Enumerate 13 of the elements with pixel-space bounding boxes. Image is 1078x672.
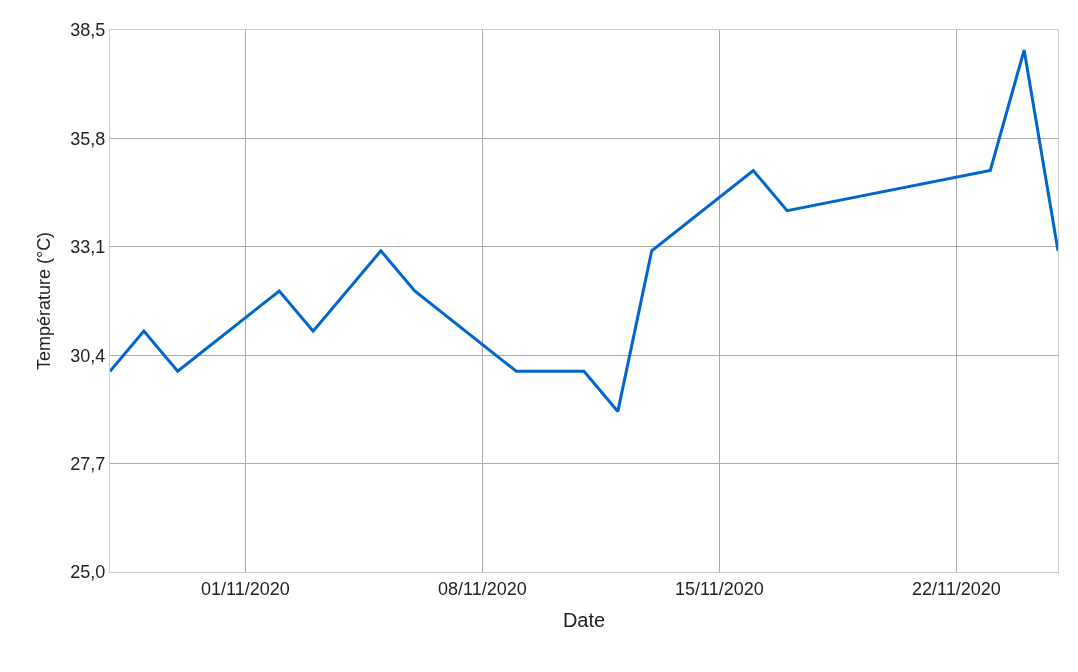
y-tick-label: 38,5 <box>70 20 106 41</box>
x-tick-label: 15/11/2020 <box>675 578 764 599</box>
y-tick-label: 33,1 <box>70 237 106 258</box>
y-tick-label: 30,4 <box>70 345 106 366</box>
x-axis-title: Date <box>562 609 606 632</box>
x-tick-label: 01/11/2020 <box>201 578 290 599</box>
line-series <box>110 48 1058 413</box>
x-tick-label: 22/11/2020 <box>912 578 1001 599</box>
y-axis-title: Température (°C) <box>33 231 54 371</box>
y-tick-label: 25,0 <box>70 562 106 583</box>
y-tick-label: 35,8 <box>70 128 106 149</box>
y-tick-label: 27,7 <box>70 453 106 474</box>
x-tick-label: 08/11/2020 <box>438 578 527 599</box>
